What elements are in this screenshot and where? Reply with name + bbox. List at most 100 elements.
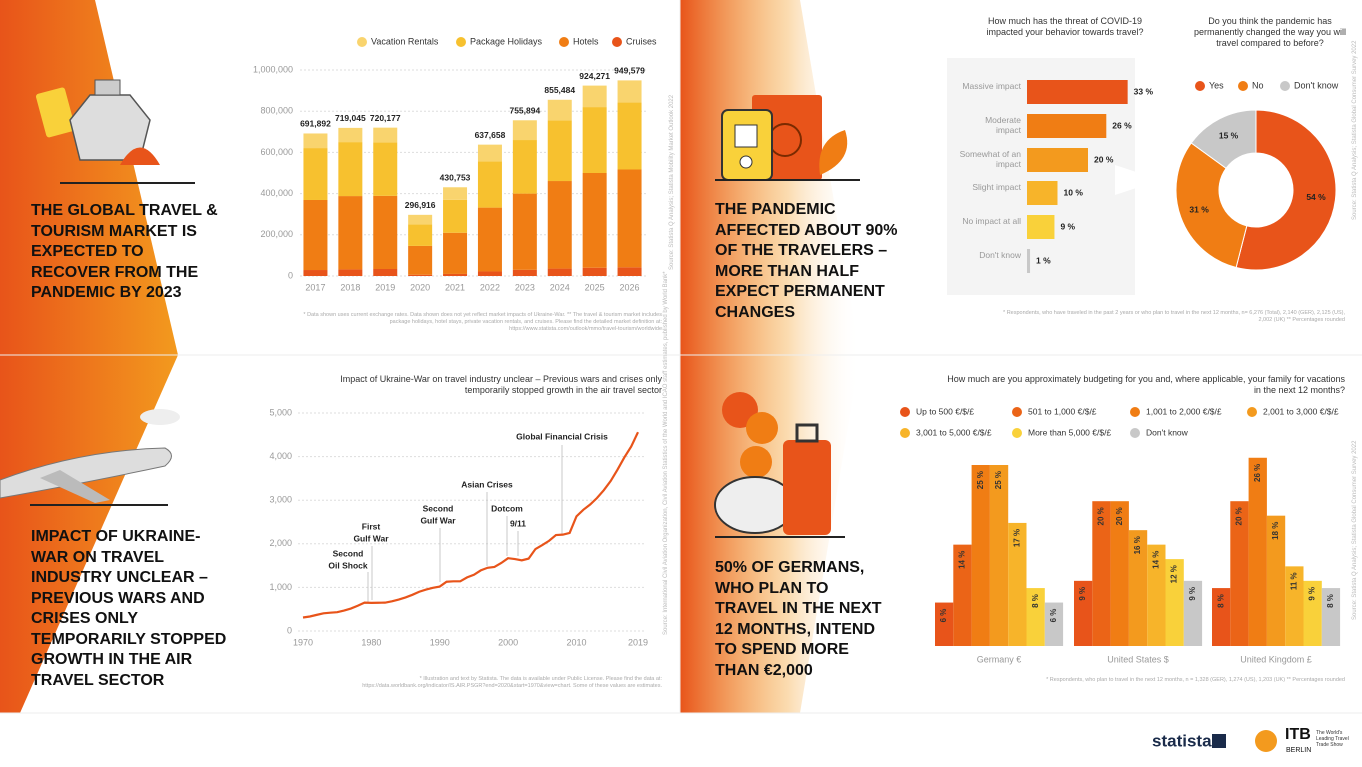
value-label: 9 % bbox=[1078, 587, 1087, 601]
footnote: * Data shown uses current exchange rates… bbox=[303, 312, 662, 332]
y-tick-label: 1,000,000 bbox=[253, 64, 293, 74]
legend-label: 501 to 1,000 €/$/£ bbox=[1028, 406, 1097, 416]
piggy-icon bbox=[714, 392, 845, 538]
y-tick-label: 1,000 bbox=[269, 582, 292, 592]
bar bbox=[971, 465, 990, 646]
legend-label: More than 5,000 €/$/£ bbox=[1028, 427, 1111, 437]
total-label: 691,892 bbox=[300, 119, 331, 129]
chart-title: How much has the threat of COVID-19 impa… bbox=[986, 16, 1144, 37]
bar bbox=[1027, 80, 1128, 104]
x-tick-label: 1980 bbox=[361, 637, 381, 647]
value-label: 9 % bbox=[1188, 587, 1197, 601]
legend-swatch bbox=[1130, 428, 1140, 438]
bar bbox=[1027, 114, 1107, 138]
total-label: 719,045 bbox=[335, 113, 366, 123]
y-tick-label: 5,000 bbox=[269, 407, 292, 417]
total-label: 949,579 bbox=[614, 66, 645, 76]
bar bbox=[1008, 522, 1027, 646]
annotation: First bbox=[362, 521, 381, 531]
bar bbox=[1027, 181, 1058, 205]
value-label: 20 % bbox=[1097, 507, 1106, 525]
x-tick-label: 2022 bbox=[480, 282, 500, 292]
category-label: Somewhat of an impact bbox=[959, 149, 1021, 169]
value-label: 1 % bbox=[1036, 255, 1051, 265]
bar-segment bbox=[408, 224, 433, 246]
annotation: 9/11 bbox=[510, 518, 526, 528]
bar-segment bbox=[373, 142, 398, 196]
value-label: 11 % bbox=[1289, 572, 1298, 590]
legend-swatch bbox=[1238, 81, 1248, 91]
value-label: 14 % bbox=[958, 551, 967, 569]
value-label: 8 % bbox=[1326, 594, 1335, 608]
value-label: 8 % bbox=[1031, 594, 1040, 608]
bar bbox=[1027, 215, 1055, 239]
value-label: 16 % bbox=[1133, 536, 1142, 554]
bar-segment bbox=[303, 133, 328, 149]
x-tick-label: 2024 bbox=[550, 282, 570, 292]
x-tick-label: Germany € bbox=[977, 654, 1022, 664]
bar bbox=[1230, 501, 1249, 646]
x-tick-label: United Kingdom £ bbox=[1240, 654, 1312, 664]
value-label: 26 % bbox=[1112, 120, 1132, 130]
bar bbox=[1074, 580, 1093, 646]
x-tick-label: 2000 bbox=[498, 637, 518, 647]
bar bbox=[1027, 249, 1031, 273]
legend-swatch bbox=[1130, 407, 1140, 417]
bar bbox=[1303, 580, 1322, 646]
bar bbox=[1212, 588, 1231, 646]
bar-segment bbox=[477, 161, 502, 208]
value-label: 20 % bbox=[1235, 507, 1244, 525]
bar-segment bbox=[582, 107, 607, 173]
annotation: Second bbox=[423, 503, 454, 513]
bar-segment bbox=[477, 207, 502, 272]
y-tick-label: 600,000 bbox=[260, 147, 293, 157]
value-label: 9 % bbox=[1308, 587, 1317, 601]
legend-label: 2,001 to 3,000 €/$/£ bbox=[1263, 406, 1339, 416]
bar bbox=[1026, 588, 1045, 646]
value-label: 17 % bbox=[1012, 529, 1021, 547]
bar bbox=[1128, 530, 1148, 646]
chart-backdrop-arrow bbox=[1115, 165, 1160, 195]
total-label: 430,753 bbox=[440, 173, 471, 183]
bar-segment bbox=[582, 173, 607, 268]
total-label: 637,658 bbox=[475, 130, 506, 140]
y-tick-label: 2,000 bbox=[269, 538, 292, 548]
bar-segment bbox=[582, 85, 607, 108]
bar bbox=[1092, 501, 1111, 646]
source: Source: Statista Q Analysis; Statista Mo… bbox=[669, 94, 675, 270]
legend-label: Vacation Rentals bbox=[371, 36, 439, 46]
bar-segment bbox=[303, 148, 328, 200]
bar-segment bbox=[408, 214, 433, 225]
panel-arrow bbox=[0, 355, 178, 713]
value-label: 31 % bbox=[1189, 205, 1209, 215]
itb-logo: ITB bbox=[1285, 726, 1311, 743]
legend-swatch bbox=[1012, 407, 1022, 417]
category-label: Massive impact bbox=[962, 81, 1021, 91]
y-tick-label: 800,000 bbox=[260, 106, 293, 116]
bar-segment bbox=[373, 268, 398, 276]
bar-segment bbox=[477, 271, 502, 276]
chart-title: How much are you approximately budgeting… bbox=[947, 374, 1345, 395]
legend-swatch bbox=[559, 37, 569, 47]
bar bbox=[1044, 602, 1064, 646]
value-label: 8 % bbox=[1216, 594, 1225, 608]
bar bbox=[1027, 148, 1088, 172]
value-label: 12 % bbox=[1170, 565, 1179, 583]
bar-segment bbox=[512, 120, 537, 141]
bar-segment bbox=[338, 127, 363, 143]
footnote: * Illustration and text by Statista. The… bbox=[362, 676, 662, 689]
x-tick-label: 1990 bbox=[430, 637, 450, 647]
legend-swatch bbox=[357, 37, 367, 47]
bar-segment bbox=[303, 199, 328, 271]
value-label: 15 % bbox=[1219, 130, 1239, 140]
x-tick-label: 2019 bbox=[375, 282, 395, 292]
bar bbox=[1183, 580, 1203, 646]
legend-label: Yes bbox=[1209, 80, 1224, 90]
value-label: 10 % bbox=[1064, 187, 1084, 197]
bar bbox=[1285, 566, 1304, 646]
bar-segment bbox=[443, 199, 468, 233]
bar-segment bbox=[373, 127, 398, 143]
bar-segment bbox=[338, 269, 363, 276]
